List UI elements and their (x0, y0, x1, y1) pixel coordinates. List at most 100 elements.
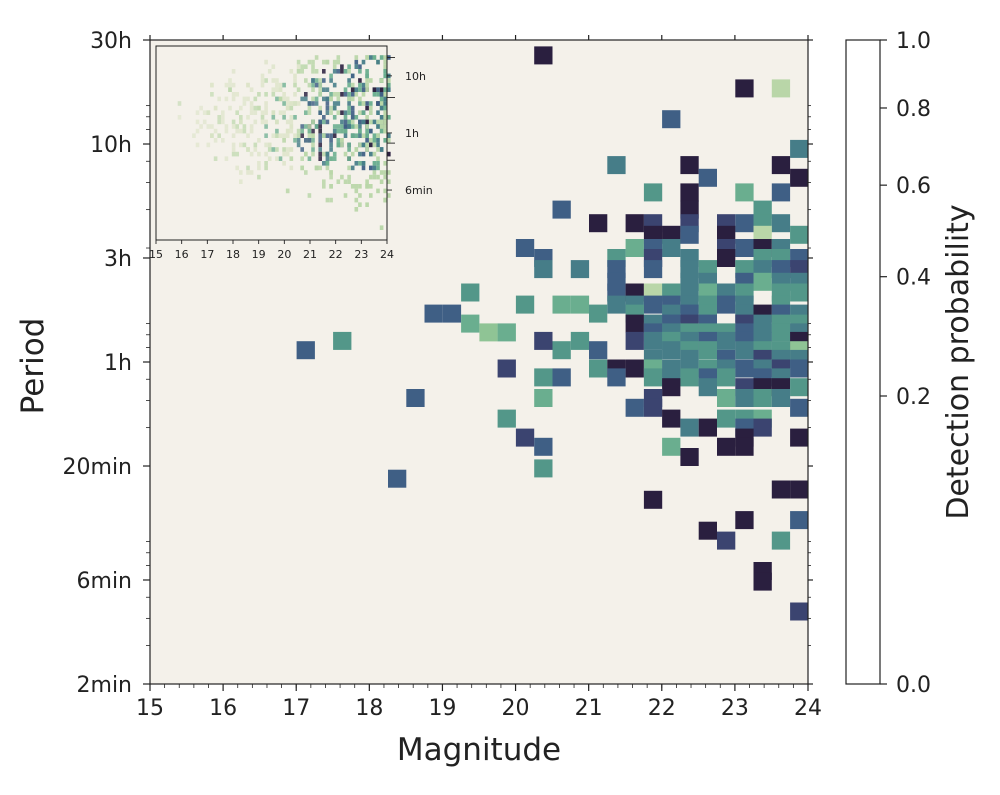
inset-cell (369, 119, 373, 125)
inset-cell (311, 101, 315, 106)
inset-cell (361, 92, 366, 97)
heatmap-cell (735, 239, 754, 257)
colorbar-label: Detection probability (941, 204, 976, 519)
inset-cell (296, 142, 301, 148)
inset-cell (231, 82, 236, 88)
heatmap-cell (717, 249, 736, 267)
inset-cell (350, 82, 355, 88)
inset-cell (336, 96, 341, 102)
inset-cell (383, 115, 388, 120)
inset-cell (372, 151, 377, 157)
inset-cell (379, 92, 384, 97)
inset-cell (354, 59, 359, 65)
inset-cell (369, 110, 373, 115)
inset-cell (379, 87, 384, 92)
x-tick-label: 21 (575, 696, 603, 721)
inset-cell (246, 165, 250, 171)
y-tick-label: 6min (77, 569, 132, 594)
inset-cell (372, 138, 377, 143)
inset-cell (293, 101, 297, 106)
inset-cell (336, 55, 341, 60)
inset-cell (300, 165, 305, 171)
inset-cell (275, 128, 279, 134)
inset-cell (358, 184, 362, 189)
inset-cell (347, 105, 351, 111)
inset-cell (376, 110, 380, 115)
heatmap-cell (570, 260, 590, 279)
inset-cell (329, 184, 333, 189)
inset-cell (322, 184, 326, 189)
inset-cell (336, 110, 341, 115)
heatmap-cell (607, 368, 626, 387)
inset-cell (249, 124, 254, 129)
inset-cell (376, 59, 380, 65)
inset-cell (354, 55, 359, 60)
heatmap-cell (771, 480, 791, 499)
inset-cell (325, 110, 330, 115)
inset-cell (376, 92, 380, 97)
inset-cell (296, 101, 301, 106)
inset-cell (264, 161, 268, 166)
inset-cell (217, 119, 222, 125)
inset-cell (354, 197, 359, 203)
inset-cell (379, 78, 384, 83)
inset-cell (278, 133, 283, 138)
inset-cell (343, 179, 348, 184)
inset-cell (376, 165, 380, 171)
inset-cell (322, 151, 326, 157)
inset-cell (285, 133, 290, 138)
inset-cell (239, 128, 243, 134)
inset-cell (271, 133, 276, 138)
inset-cell (347, 96, 351, 102)
inset-cell (307, 124, 312, 129)
inset-cell (260, 119, 265, 125)
inset-cell (387, 170, 391, 175)
y-tick-label: 1h (104, 351, 132, 376)
heatmap-cell (662, 239, 681, 257)
inset-cell (379, 105, 384, 111)
inset-cell (329, 170, 333, 175)
y-tick-label: 10h (90, 133, 132, 158)
inset-cell (383, 64, 388, 69)
inset-cell (224, 156, 229, 161)
inset-cell (260, 110, 265, 115)
inset-cell (235, 92, 240, 97)
inset-cell (264, 119, 268, 125)
inset-cell (271, 87, 276, 92)
inset-cell (379, 147, 384, 152)
inset-cell (325, 119, 330, 125)
inset-cell (282, 101, 286, 106)
inset-cell (318, 87, 323, 92)
inset-cell (264, 110, 268, 115)
inset-cell (318, 92, 323, 97)
inset-cell (278, 96, 283, 102)
inset-cell (361, 119, 366, 125)
inset-cell (285, 119, 290, 125)
inset-cell (343, 87, 348, 92)
inset-cell (210, 82, 214, 88)
inset-cell (264, 151, 268, 157)
heatmap-cell (534, 368, 553, 387)
inset-cell (354, 184, 359, 189)
inset-cell (314, 124, 319, 129)
x-axis-label: Magnitude (397, 732, 561, 768)
inset-cell (275, 78, 279, 83)
heatmap-cell (680, 183, 699, 202)
heatmap-cell (753, 200, 772, 219)
inset-x-tick-label: 20 (277, 248, 291, 261)
inset-cell (379, 101, 384, 106)
inset-cell (318, 82, 323, 88)
inset-cell (285, 96, 290, 102)
inset-cell (271, 147, 276, 152)
inset-cell (224, 96, 229, 102)
heatmap-cell (589, 359, 608, 378)
inset-cell (282, 133, 286, 138)
inset-cell (379, 128, 384, 134)
inset-cell (376, 161, 380, 166)
inset-cell (340, 124, 344, 129)
inset-cell (267, 156, 272, 161)
heatmap-cell (790, 359, 809, 378)
inset-cell (253, 110, 258, 115)
main-heatmap: 15 16 17 18 19 20 21 22 23 24 30h 10h 3h 1h 20min 6min 2… (15, 29, 822, 768)
inset-cell (354, 207, 359, 212)
